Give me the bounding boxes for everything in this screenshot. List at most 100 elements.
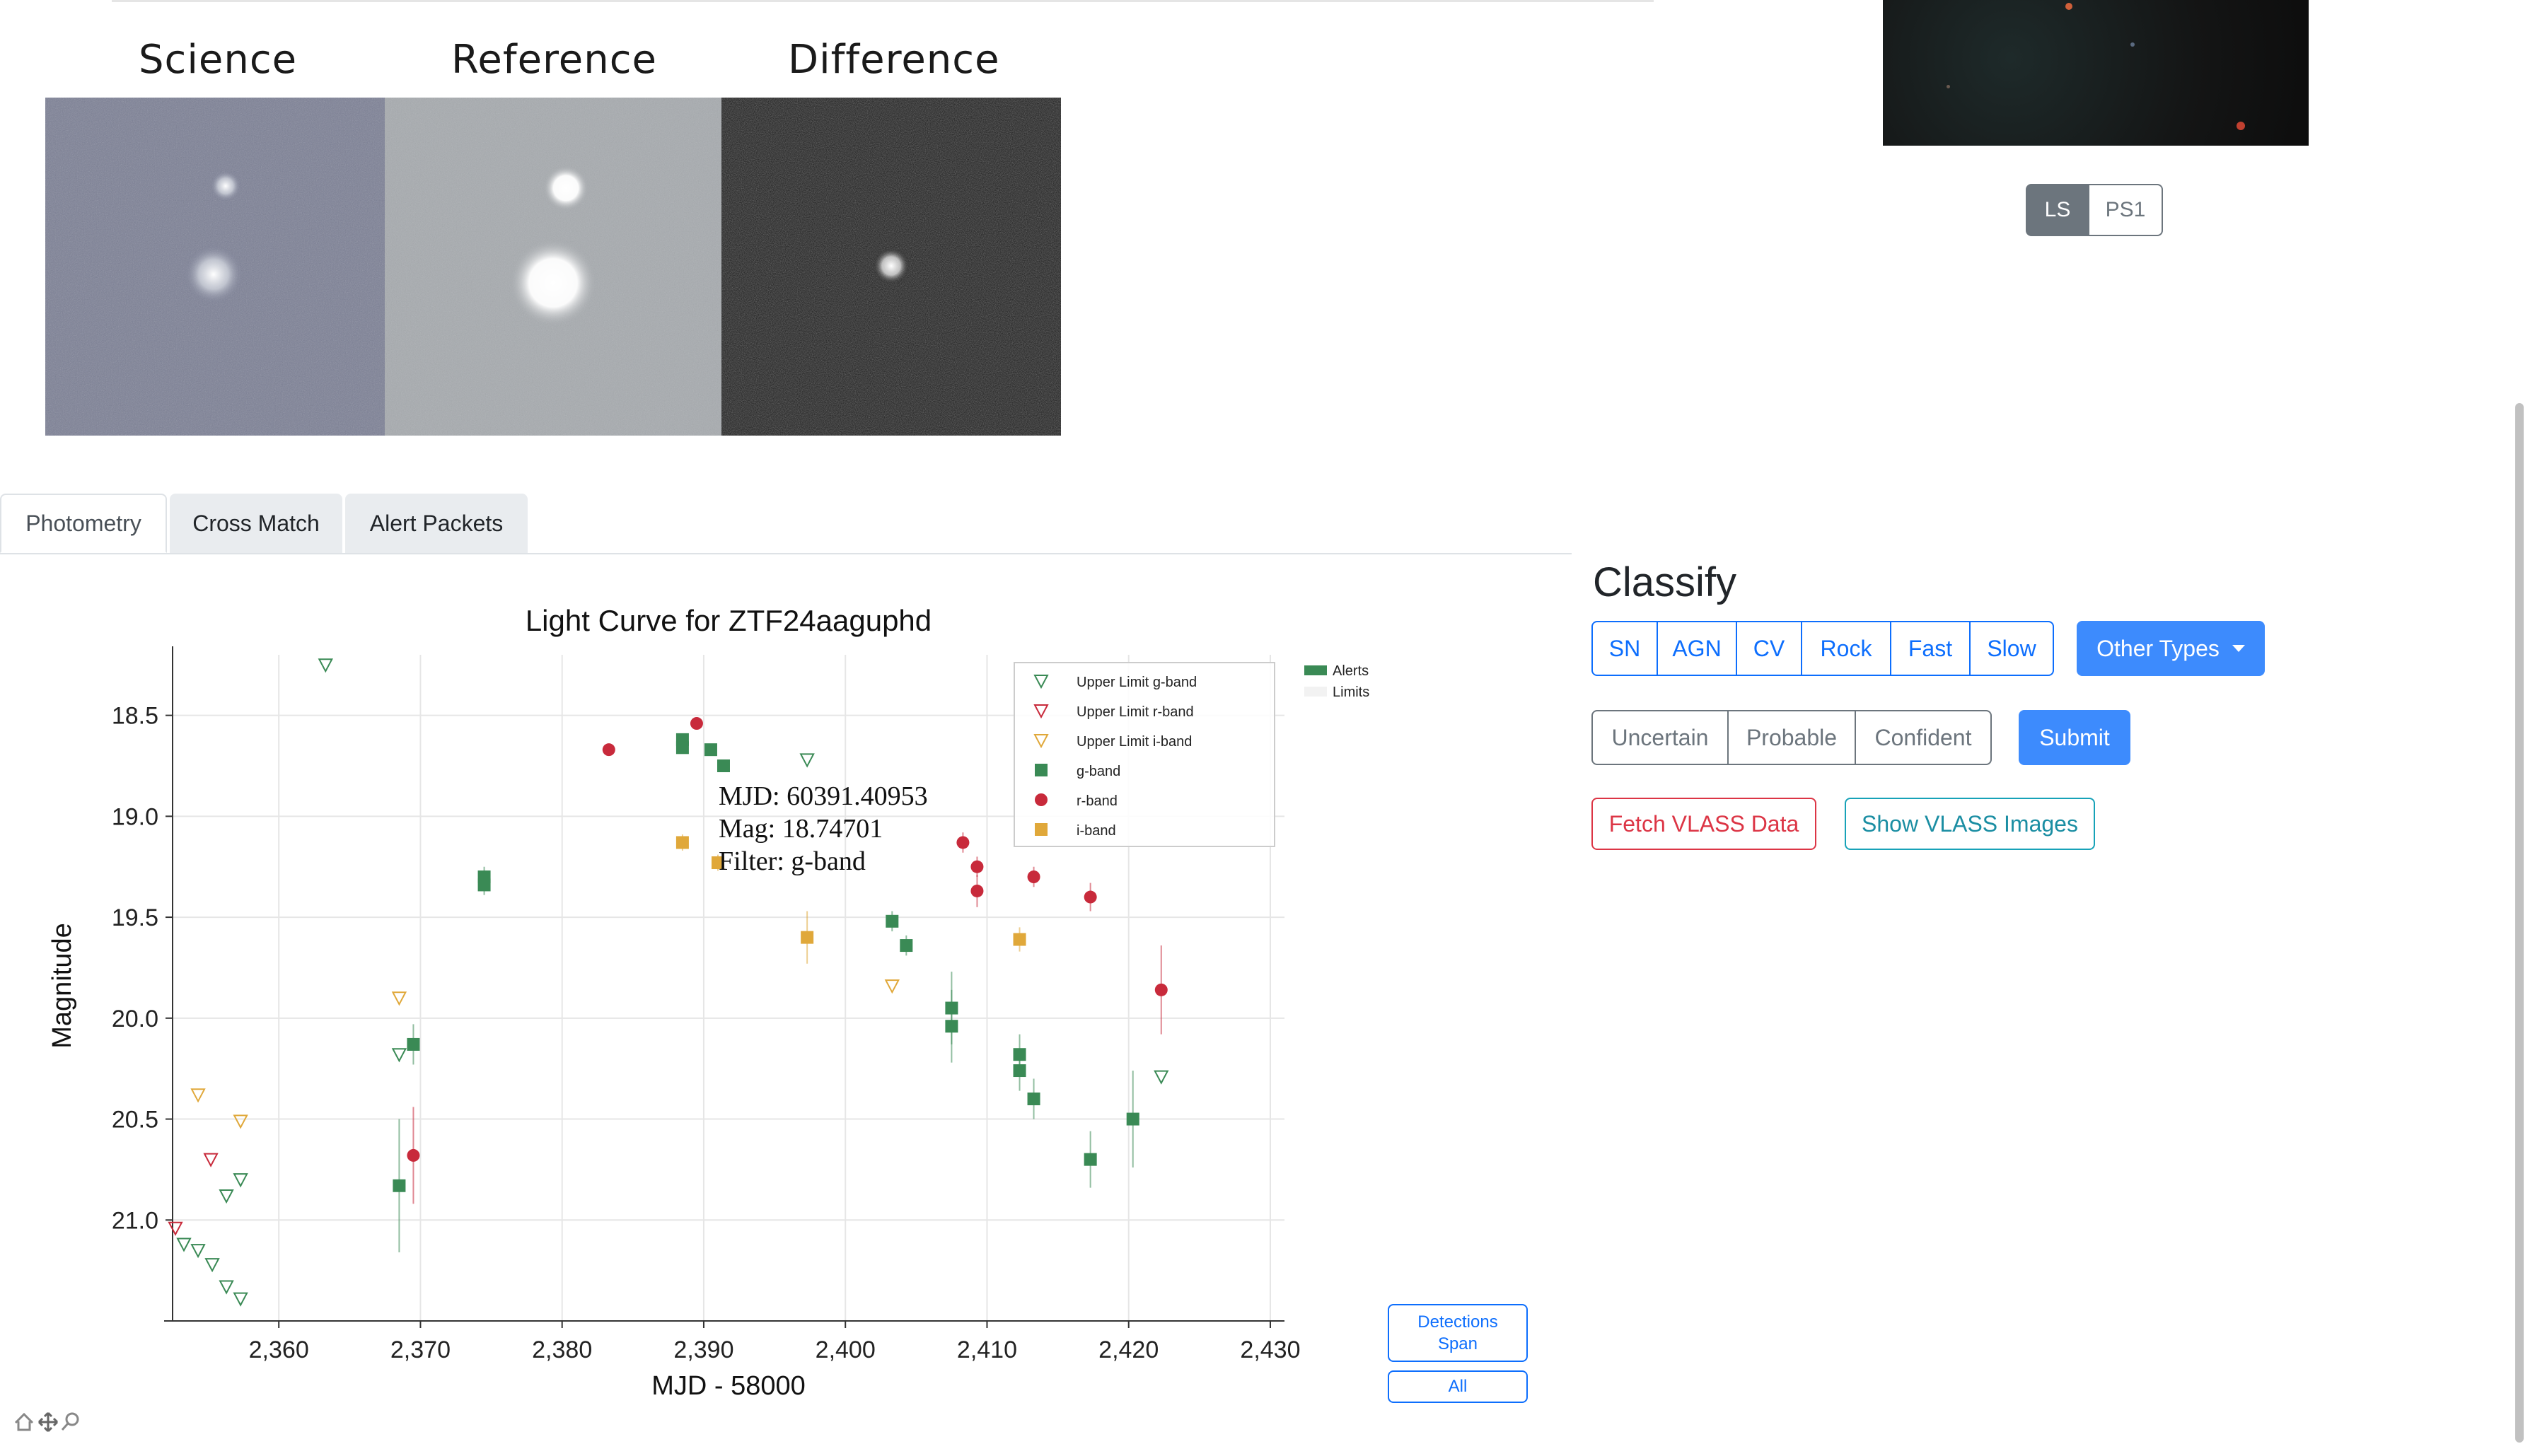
upper-limit-g-band-point[interactable] (219, 1189, 234, 1204)
ps1-button[interactable]: PS1 (2089, 184, 2163, 236)
ls-button[interactable]: LS (2026, 184, 2089, 236)
submit-button[interactable]: Submit (2019, 710, 2130, 765)
survey-toggle: LS PS1 (2026, 184, 2163, 236)
upper-limit-g-band-point[interactable] (233, 1173, 248, 1188)
tab-photometry[interactable]: Photometry (0, 494, 167, 553)
fetch-vlass-button[interactable]: Fetch VLASS Data (1591, 798, 1816, 850)
tab-bar: Photometry Cross Match Alert Packets (0, 494, 1572, 554)
tab-cross-match[interactable]: Cross Match (170, 494, 342, 553)
g-band-point[interactable] (1013, 1064, 1026, 1078)
y-axis-label: Magnitude (47, 923, 77, 1048)
zoom-icon[interactable] (61, 1412, 79, 1431)
legend-marker[interactable] (1033, 675, 1049, 689)
g-band-point[interactable] (1084, 1153, 1097, 1166)
r-band-point[interactable] (970, 884, 984, 897)
g-band-point[interactable] (945, 1020, 958, 1033)
detections-span-button[interactable]: Detections Span (1388, 1304, 1528, 1362)
y-tick-label: 19.5 (112, 904, 158, 931)
limits-legend-swatch (1304, 687, 1327, 697)
g-band-point[interactable] (477, 878, 491, 892)
g-band-point[interactable] (675, 741, 689, 755)
y-tick-label: 18.5 (112, 703, 158, 730)
upper-limit-r-band-point[interactable] (168, 1221, 183, 1236)
i-band-point[interactable] (675, 836, 689, 849)
pan-icon[interactable] (37, 1411, 59, 1433)
g-band-point[interactable] (393, 1179, 406, 1192)
type-button-group: SN AGN CV Rock Fast Slow (1591, 621, 2054, 676)
legend-entry: Upper Limit i-band (1077, 734, 1192, 750)
upper-limit-i-band-point[interactable] (190, 1088, 206, 1103)
type-cv-button[interactable]: CV (1737, 621, 1802, 676)
upper-limit-g-band-point[interactable] (204, 1258, 220, 1273)
g-band-point[interactable] (704, 743, 717, 757)
g-band-point[interactable] (1027, 1093, 1040, 1105)
reference-cutout-image (385, 98, 724, 436)
legend-entry: r-band (1077, 793, 1118, 809)
limits-legend-label: Limits (1333, 685, 1369, 700)
page-scrollbar[interactable] (2515, 403, 2524, 1443)
g-band-point[interactable] (717, 759, 730, 772)
type-rock-button[interactable]: Rock (1802, 621, 1891, 676)
upper-limit-g-band-point[interactable] (176, 1237, 192, 1252)
home-icon[interactable] (14, 1412, 34, 1431)
x-tick-label: 2,430 (1240, 1336, 1300, 1363)
upper-limit-g-band-point[interactable] (190, 1244, 206, 1259)
r-band-point[interactable] (1154, 983, 1168, 996)
type-fast-button[interactable]: Fast (1891, 621, 1971, 676)
confidence-confident-button[interactable]: Confident (1856, 710, 1992, 765)
hover-tooltip-line: Mag: 18.74701 (719, 814, 883, 844)
r-band-point[interactable] (602, 743, 615, 757)
g-band-point[interactable] (407, 1037, 420, 1051)
chart-title: Light Curve for ZTF24aaguphd (526, 604, 932, 637)
i-band-point[interactable] (711, 856, 724, 870)
other-types-dropdown[interactable]: Other Types (2077, 621, 2265, 676)
y-tick-label: 21.0 (112, 1207, 158, 1234)
upper-limit-g-band-point[interactable] (219, 1280, 234, 1295)
upper-limit-i-band-point[interactable] (884, 979, 900, 994)
r-band-point[interactable] (1027, 870, 1040, 883)
upper-limit-r-band-point[interactable] (203, 1153, 219, 1167)
upper-limit-g-band-point[interactable] (799, 753, 815, 768)
legend-marker[interactable] (1035, 764, 1048, 776)
hover-tooltip-line: Filter: g-band (719, 846, 866, 876)
upper-limit-i-band-point[interactable] (233, 1114, 248, 1129)
upper-limit-g-band-point[interactable] (318, 658, 333, 673)
r-band-point[interactable] (1084, 890, 1097, 904)
show-vlass-button[interactable]: Show VLASS Images (1845, 798, 2095, 850)
type-sn-button[interactable]: SN (1591, 621, 1658, 676)
confidence-probable-button[interactable]: Probable (1729, 710, 1856, 765)
type-agn-button[interactable]: AGN (1658, 621, 1737, 676)
g-band-point[interactable] (1126, 1112, 1139, 1126)
science-cutout-image (45, 98, 385, 436)
legend-entry: g-band (1077, 764, 1120, 779)
confidence-button-group: Uncertain Probable Confident (1591, 710, 1992, 765)
science-label: Science (139, 37, 298, 83)
all-span-button[interactable]: All (1388, 1370, 1528, 1403)
light-curve-chart: 2,360 2,370 2,380 2,390 2,400 2,410 2,420 2,430… (0, 594, 1572, 1452)
i-band-point[interactable] (801, 931, 814, 944)
chart-toolbar (14, 1411, 79, 1433)
difference-cutout-image (721, 98, 1061, 436)
r-band-point[interactable] (407, 1148, 420, 1162)
upper-limit-g-band-point[interactable] (1154, 1070, 1169, 1085)
confidence-uncertain-button[interactable]: Uncertain (1591, 710, 1729, 765)
hover-tooltip-line: MJD: 60391.40953 (719, 781, 928, 811)
upper-limit-i-band-point[interactable] (391, 991, 407, 1006)
tab-alert-packets[interactable]: Alert Packets (345, 494, 528, 553)
legend-marker[interactable] (1035, 793, 1048, 806)
light-curve-svg[interactable]: 2,360 2,370 2,380 2,390 2,400 2,410 2,420 2,430… (0, 594, 1572, 1452)
g-band-point[interactable] (886, 914, 899, 928)
type-slow-button[interactable]: Slow (1971, 621, 2054, 676)
upper-limit-g-band-point[interactable] (233, 1292, 248, 1307)
r-band-point[interactable] (970, 860, 984, 873)
r-band-point[interactable] (690, 717, 703, 730)
legend-marker[interactable] (1035, 823, 1048, 836)
legend-marker[interactable] (1033, 734, 1049, 749)
top-divider (112, 0, 1654, 2)
g-band-point[interactable] (900, 939, 913, 953)
i-band-point[interactable] (1013, 933, 1026, 946)
r-band-point[interactable] (956, 836, 970, 849)
x-axis-label: MJD - 58000 (651, 1371, 806, 1401)
upper-limit-g-band-point[interactable] (391, 1048, 407, 1063)
legend-marker[interactable] (1033, 704, 1049, 719)
